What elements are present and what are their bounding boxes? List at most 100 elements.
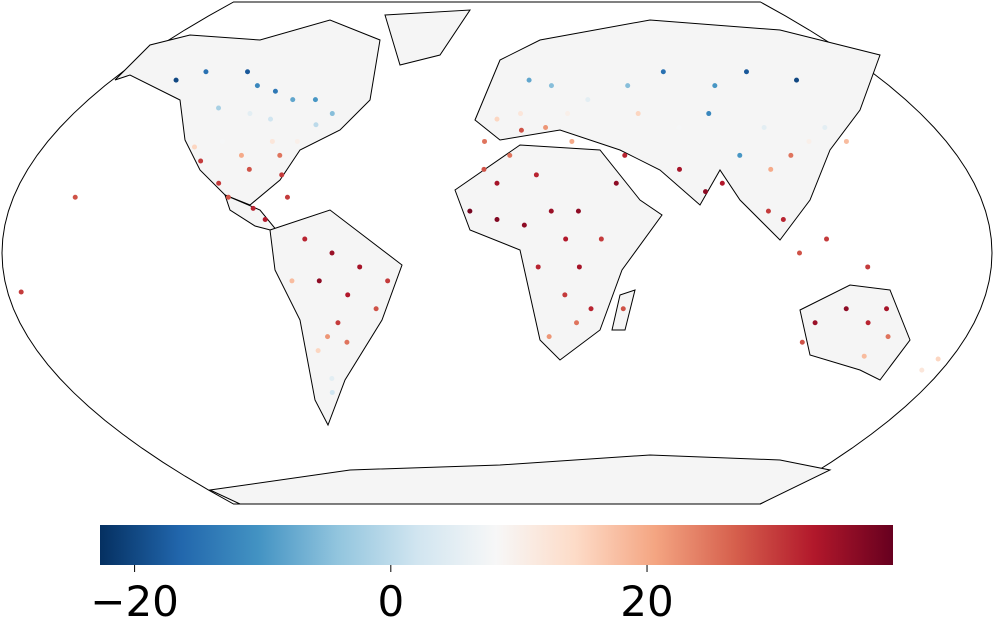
- station: [219, 138, 225, 144]
- points: [18, 69, 941, 395]
- antarctica: [208, 454, 832, 505]
- station: [315, 348, 321, 354]
- station: [761, 125, 767, 130]
- station: [797, 250, 802, 256]
- station: [812, 320, 818, 326]
- station: [344, 339, 350, 345]
- station: [625, 83, 631, 89]
- eurasia: [474, 19, 881, 241]
- colorbar-tick-label: 0: [377, 577, 404, 626]
- station: [884, 306, 890, 312]
- station: [546, 334, 552, 340]
- station: [467, 208, 473, 214]
- station: [269, 138, 275, 144]
- colorbar-tick-label: −20: [90, 577, 179, 626]
- station: [173, 77, 179, 83]
- station: [712, 83, 718, 89]
- station: [494, 217, 500, 223]
- station: [279, 172, 285, 178]
- station: [507, 152, 513, 158]
- station: [575, 208, 581, 214]
- station: [533, 172, 539, 178]
- station: [622, 152, 628, 158]
- station: [548, 208, 554, 214]
- station: [794, 77, 800, 83]
- station: [289, 278, 295, 284]
- station: [562, 292, 568, 298]
- station: [216, 105, 222, 111]
- station: [198, 158, 204, 164]
- north-america: [114, 19, 381, 206]
- station: [518, 127, 524, 133]
- station: [225, 194, 231, 200]
- station: [521, 222, 527, 228]
- station: [843, 138, 849, 144]
- station: [72, 194, 78, 200]
- station: [245, 69, 251, 75]
- station: [329, 376, 335, 381]
- station: [526, 77, 532, 83]
- station: [192, 144, 198, 150]
- station: [676, 166, 682, 172]
- station: [518, 111, 524, 117]
- station: [294, 138, 300, 144]
- station: [313, 122, 319, 128]
- greenland: [384, 9, 471, 66]
- station: [357, 264, 363, 270]
- station: [706, 111, 712, 117]
- station: [316, 278, 322, 284]
- colorbar: [100, 525, 893, 565]
- station: [268, 116, 274, 122]
- south-america: [269, 209, 403, 427]
- station: [329, 389, 335, 395]
- station: [919, 367, 925, 373]
- station: [768, 166, 774, 172]
- station: [246, 166, 252, 172]
- station: [373, 306, 379, 312]
- station: [569, 138, 575, 144]
- station: [238, 152, 244, 158]
- station: [824, 236, 830, 242]
- station: [703, 189, 709, 195]
- station: [737, 152, 743, 158]
- colorbar-tick-label: 20: [620, 577, 673, 626]
- station: [345, 292, 351, 298]
- station: [385, 278, 391, 284]
- station: [743, 69, 749, 75]
- africa: [454, 144, 663, 361]
- station: [563, 236, 569, 242]
- australia: [799, 284, 911, 381]
- land: [114, 9, 911, 505]
- station: [822, 125, 828, 130]
- station: [548, 83, 554, 89]
- colorbar-axis: −20 0 20: [90, 565, 674, 626]
- station: [885, 334, 891, 340]
- station: [312, 97, 318, 103]
- station: [865, 264, 871, 270]
- station: [613, 180, 619, 186]
- station: [935, 356, 941, 362]
- station: [18, 289, 24, 295]
- station: [203, 69, 209, 75]
- station: [799, 339, 805, 345]
- station: [329, 111, 335, 117]
- station: [535, 264, 541, 270]
- station: [277, 152, 283, 158]
- station: [216, 180, 222, 186]
- station: [585, 97, 591, 103]
- station: [272, 88, 278, 94]
- station: [660, 69, 666, 75]
- station: [494, 180, 500, 186]
- station: [719, 180, 725, 186]
- station: [635, 111, 641, 117]
- station: [290, 97, 296, 103]
- station: [325, 334, 331, 340]
- station: [565, 111, 571, 117]
- station: [302, 236, 308, 242]
- station: [329, 250, 335, 256]
- station: [788, 152, 794, 158]
- station: [865, 320, 871, 326]
- station: [780, 217, 786, 223]
- station: [247, 111, 253, 117]
